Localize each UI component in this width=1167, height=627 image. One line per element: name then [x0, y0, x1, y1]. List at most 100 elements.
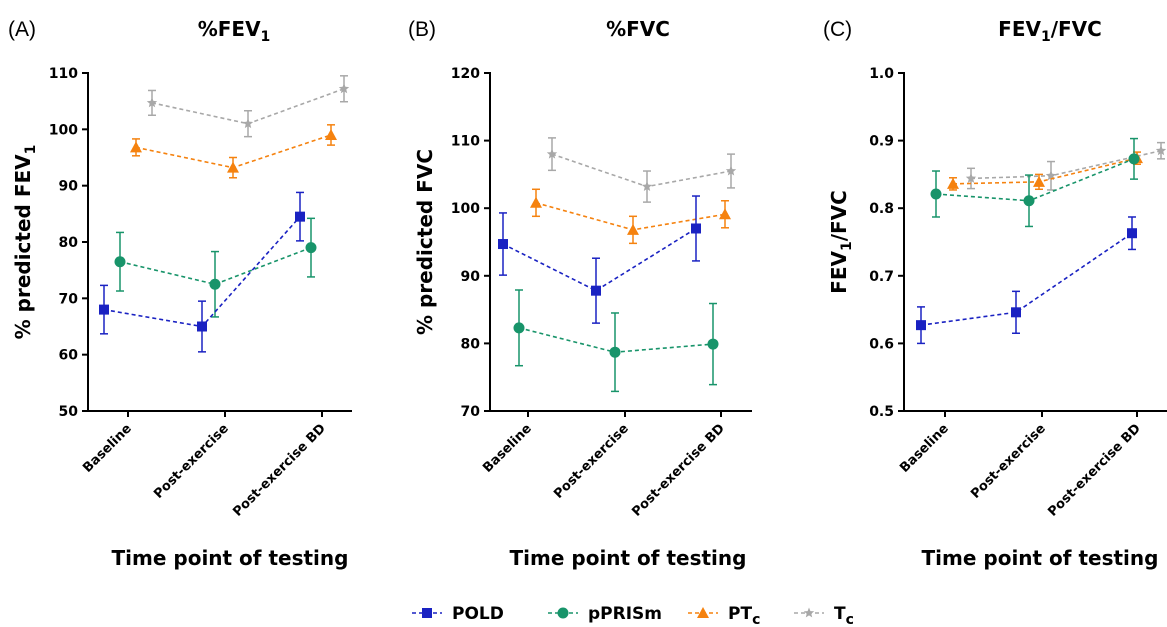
y-axis-label-main: % predicted FVC	[413, 149, 437, 335]
x-axis-label: Time point of testing	[112, 546, 349, 570]
series-line	[935, 158, 1135, 202]
y-tick-label: 0.9	[869, 134, 894, 150]
x-tick-label: Post-exercise	[968, 421, 1049, 502]
series-pold	[916, 216, 1137, 345]
legend-label-main: PT	[728, 604, 752, 624]
data-point	[719, 208, 731, 220]
legend-label: PTc	[728, 604, 760, 627]
data-point	[1033, 175, 1045, 187]
series-line	[920, 232, 1133, 326]
series-pprism	[513, 289, 719, 393]
legend-label-main: pPRISm	[588, 604, 662, 624]
data-point	[338, 83, 350, 94]
x-tick-label: Baseline	[897, 421, 952, 476]
y-tick-label: 80	[59, 235, 79, 251]
x-tick-label: Baseline	[80, 421, 135, 476]
chart-title-tail: /FVC	[1051, 17, 1102, 41]
y-axis-label: % predicted FEV1	[11, 145, 39, 340]
series-line	[551, 153, 732, 188]
data-point	[197, 321, 207, 332]
y-axis-label: % predicted FVC	[413, 149, 437, 335]
data-point	[725, 165, 737, 176]
series-pprism	[114, 217, 317, 318]
x-tick-label: Post-exercise BD	[230, 421, 329, 520]
y-tick-label: 90	[59, 179, 79, 195]
chart-title-main: FEV	[998, 17, 1041, 41]
data-point	[965, 173, 977, 183]
y-tick-label: 110	[49, 66, 78, 82]
data-point	[1011, 307, 1021, 318]
chart-title-main: %FVC	[606, 17, 670, 41]
legend-item-ptc: PTc	[688, 604, 760, 627]
chart-title-subscript: 1	[261, 29, 271, 45]
legend-label-subscript: c	[846, 612, 854, 627]
legend-marker-square	[422, 608, 432, 618]
legend-item-tc: Tc	[794, 604, 854, 627]
data-point	[691, 223, 701, 234]
x-tick-label: Post-exercise BD	[1045, 421, 1144, 520]
y-axis-label-tail: /FVC	[827, 190, 851, 241]
legend-label: pPRISm	[588, 604, 662, 624]
data-point	[707, 338, 719, 350]
series-ptc	[530, 188, 731, 245]
y-tick-label: 0.7	[869, 269, 894, 285]
data-point	[130, 141, 142, 153]
y-axis-label-main: % predicted FEV	[11, 154, 35, 340]
data-point	[498, 239, 508, 250]
data-point	[641, 181, 653, 191]
data-point	[114, 256, 126, 268]
data-point	[1128, 153, 1140, 165]
data-point	[99, 304, 109, 315]
x-tick-label: Baseline	[480, 421, 535, 476]
y-axis-label-subscript: 1	[23, 145, 39, 155]
legend-item-pprism: pPRISm	[548, 604, 662, 624]
legend-label-subscript: c	[752, 612, 760, 627]
y-tick-label: 1.0	[869, 66, 894, 82]
y-tick-label: 70	[59, 291, 79, 307]
data-point	[1127, 228, 1137, 239]
y-tick-label: 100	[451, 201, 480, 217]
x-tick-label: Post-exercise BD	[629, 421, 728, 520]
chart-title: %FVC	[606, 17, 670, 41]
y-tick-label: 60	[59, 348, 79, 364]
data-point	[627, 223, 639, 235]
data-point	[530, 196, 542, 208]
y-axis-label-main: FEV	[827, 251, 851, 294]
data-point	[242, 118, 254, 129]
series-ptc	[130, 124, 337, 179]
legend-label: POLD	[452, 604, 504, 624]
data-point	[513, 322, 525, 334]
y-tick-label: 70	[461, 404, 481, 420]
data-point	[325, 128, 337, 140]
data-point	[295, 211, 305, 222]
data-point	[591, 285, 601, 296]
y-tick-label: 0.5	[869, 404, 894, 420]
data-point	[546, 148, 558, 159]
data-point	[209, 278, 221, 290]
legend-marker-triangle	[697, 607, 709, 618]
x-axis-label: Time point of testing	[922, 546, 1159, 570]
data-point	[609, 346, 621, 358]
x-tick-label: Post-exercise	[551, 421, 632, 502]
y-tick-label: 50	[59, 404, 79, 420]
series-pold	[99, 191, 305, 353]
chart-title: %FEV1	[198, 17, 271, 45]
y-tick-label: 80	[461, 336, 481, 352]
y-tick-label: 0.8	[869, 201, 894, 217]
series-tc	[146, 75, 350, 138]
series-ptc	[947, 151, 1143, 191]
x-axis-label: Time point of testing	[510, 546, 747, 570]
data-point	[947, 177, 959, 189]
data-point	[227, 161, 239, 173]
chart-title-main: %FEV	[198, 17, 261, 41]
data-point	[146, 97, 158, 108]
series-line	[502, 227, 697, 292]
y-tick-label: 90	[461, 269, 481, 285]
y-tick-label: 110	[451, 134, 480, 150]
x-tick-label: Post-exercise	[151, 421, 232, 502]
data-point	[916, 320, 926, 331]
legend-label-main: T	[834, 604, 846, 624]
data-point	[1155, 145, 1167, 156]
